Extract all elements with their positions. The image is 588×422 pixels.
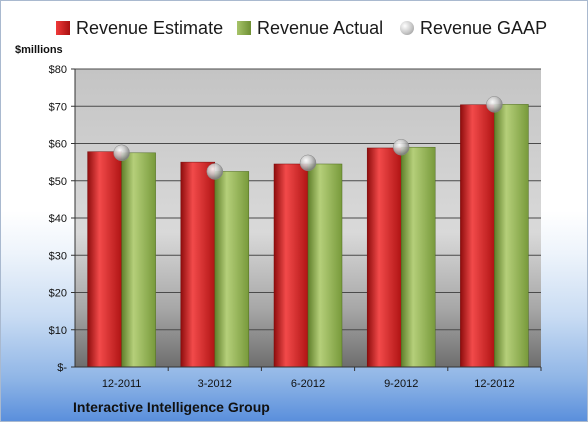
point-revenue-gaap (486, 96, 503, 113)
y-tick-label: $70 (49, 101, 67, 113)
legend-swatch-actual (237, 21, 251, 35)
bar-revenue-actual (307, 163, 343, 368)
bar-revenue-estimate (180, 161, 216, 368)
x-tick-label: 9-2012 (384, 378, 418, 390)
legend-label-actual: Revenue Actual (257, 17, 384, 38)
legend: Revenue Estimate Revenue Actual Revenue … (1, 15, 587, 41)
bar-revenue-estimate (460, 104, 495, 368)
bar-revenue-estimate (87, 151, 122, 368)
legend-label-gaap: Revenue GAAP (420, 17, 548, 38)
point-revenue-gaap (392, 138, 410, 156)
point-revenue-gaap (113, 144, 130, 162)
y-tick-label: $80 (49, 64, 67, 76)
y-tick-label: $20 (49, 288, 67, 300)
legend-label-estimate: Revenue Estimate (76, 17, 224, 38)
y-axis-units-label: $millions (15, 44, 63, 56)
bar-revenue-estimate (366, 147, 402, 368)
legend-swatch-estimate (56, 21, 70, 35)
x-tick-label: 6-2012 (291, 378, 325, 390)
company-name: Interactive Intelligence Group (73, 399, 270, 415)
bar-revenue-actual (494, 104, 529, 368)
y-tick-label: $60 (49, 139, 67, 151)
bar-revenue-actual (121, 152, 156, 368)
legend-item-gaap: Revenue GAAP (400, 15, 547, 41)
bar-revenue-actual (400, 146, 436, 368)
legend-item-estimate: Revenue Estimate (56, 15, 223, 41)
y-tick-label: $- (57, 362, 67, 374)
legend-marker-gaap (400, 21, 414, 35)
y-tick-label: $30 (49, 250, 67, 262)
x-tick-label: 3-2012 (198, 378, 232, 390)
y-tick-label: $50 (49, 176, 67, 188)
bar-revenue-actual (214, 171, 250, 368)
x-tick-label: 12-2011 (102, 378, 142, 390)
legend-item-actual: Revenue Actual (237, 15, 383, 41)
point-revenue-gaap (206, 163, 224, 180)
y-tick-label: $40 (49, 213, 67, 225)
bar-revenue-estimate (273, 163, 309, 368)
y-tick-label: $10 (49, 325, 67, 337)
point-revenue-gaap (299, 154, 317, 172)
x-tick-label: 12-2012 (474, 378, 514, 390)
